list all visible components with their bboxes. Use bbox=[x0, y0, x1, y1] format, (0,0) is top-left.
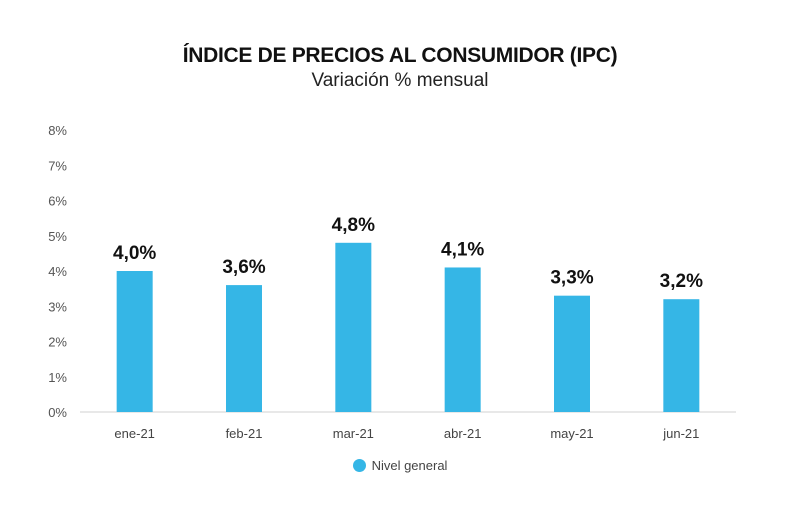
y-tick-label: 7% bbox=[48, 158, 67, 173]
data-label: 3,6% bbox=[222, 257, 265, 278]
chart-title: ÍNDICE DE PRECIOS AL CONSUMIDOR (IPC) bbox=[182, 44, 618, 67]
y-tick-label: 4% bbox=[48, 264, 67, 279]
x-tick-label: mar-21 bbox=[333, 426, 374, 441]
bar bbox=[663, 299, 700, 412]
x-tick-label: feb-21 bbox=[226, 426, 263, 441]
bar bbox=[116, 271, 153, 412]
y-tick-label: 5% bbox=[48, 229, 67, 244]
y-tick-label: 8% bbox=[48, 123, 67, 138]
chart-subtitle: Variación % mensual bbox=[311, 70, 489, 91]
legend-label: Nivel general bbox=[371, 458, 448, 473]
data-label: 4,8% bbox=[332, 215, 375, 236]
x-tick-label: ene-21 bbox=[114, 426, 154, 441]
x-tick-label: jun-21 bbox=[662, 426, 699, 441]
y-tick-label: 3% bbox=[48, 299, 67, 314]
bar bbox=[444, 267, 481, 412]
legend: Nivel general bbox=[0, 458, 800, 473]
data-label: 4,0% bbox=[113, 243, 156, 264]
y-tick-label: 0% bbox=[48, 405, 67, 420]
legend-marker bbox=[352, 459, 366, 472]
x-tick-label: may-21 bbox=[550, 426, 593, 441]
bar bbox=[554, 295, 590, 412]
data-label: 4,1% bbox=[441, 239, 484, 260]
data-label: 3,3% bbox=[550, 268, 593, 289]
bar bbox=[226, 285, 262, 412]
y-tick-label: 1% bbox=[48, 370, 67, 385]
bar bbox=[335, 242, 372, 412]
x-tick-label: abr-21 bbox=[444, 426, 482, 441]
data-label: 3,2% bbox=[660, 271, 703, 292]
y-tick-label: 6% bbox=[48, 194, 67, 209]
y-tick-label: 2% bbox=[48, 335, 67, 350]
